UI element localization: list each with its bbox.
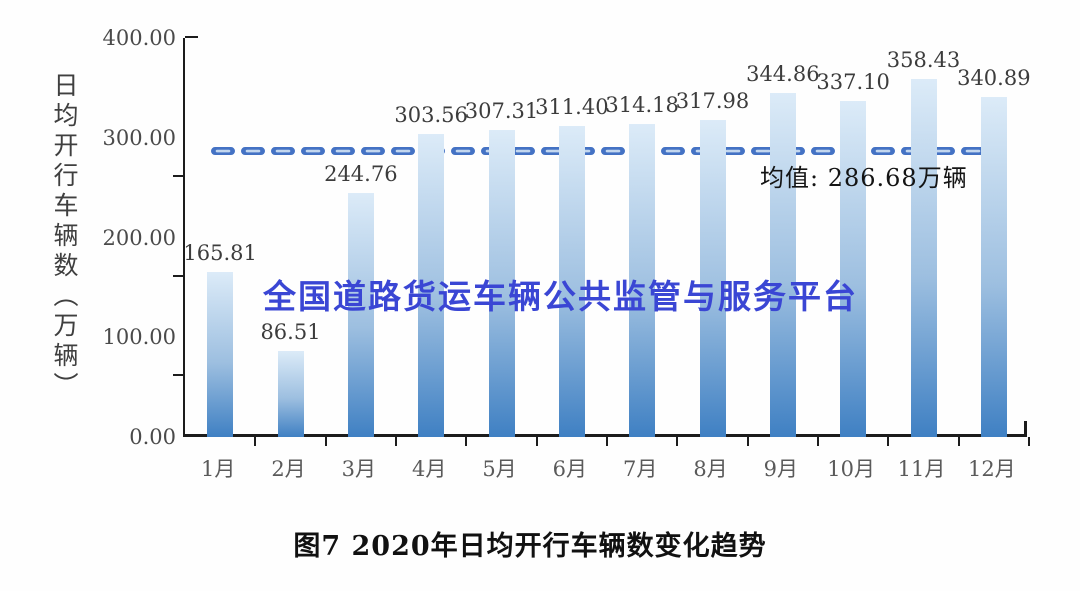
plot-area: 165.81 86.51 244.76 303.56 307.31 311.40 314.1… bbox=[173, 36, 1031, 446]
x-tick-label-11月: 11月 bbox=[897, 457, 946, 481]
x-tick-label-8月: 8月 bbox=[693, 457, 728, 481]
month-labels: 1月 2月 3月 4月 5月 6月 7月 8月 9月 10月 11月 12月 bbox=[183, 453, 1027, 483]
bar-value-label: 303.56 bbox=[394, 103, 468, 128]
average-line-label: 均值: 286.68万辆 bbox=[760, 164, 968, 192]
y-tick-label-200: 200.00 bbox=[102, 225, 176, 250]
bar-value-label: 311.40 bbox=[535, 95, 609, 120]
bar-value-label: 307.31 bbox=[464, 99, 539, 124]
x-tick-mark bbox=[887, 437, 890, 446]
bar-3月 bbox=[347, 192, 374, 437]
x-tick-mark bbox=[817, 437, 819, 446]
bar-6月 bbox=[558, 126, 585, 437]
x-tick-mark bbox=[676, 437, 679, 446]
bar-1月 bbox=[207, 271, 234, 437]
bar-value-label: 244.76 bbox=[324, 161, 398, 186]
bars-layer: 165.81 86.51 244.76 303.56 307.31 311.40 314.1… bbox=[183, 38, 1031, 437]
x-tick-mark bbox=[1028, 437, 1030, 446]
x-tick-label-3月: 3月 bbox=[341, 457, 377, 481]
x-tick-label-2月: 2月 bbox=[271, 457, 306, 481]
y-axis-title: 日均开行车辆数（万辆） bbox=[50, 72, 79, 402]
bar-value-label: 314.18 bbox=[605, 92, 679, 117]
y-tick-label-0: 0.00 bbox=[129, 425, 176, 449]
x-tick-label-7月: 7月 bbox=[622, 457, 658, 481]
x-tick-mark bbox=[957, 437, 960, 446]
y-tick-mark-200 bbox=[173, 274, 185, 277]
x-tick-label-6月: 6月 bbox=[552, 457, 588, 481]
x-tick-label-12月: 12月 bbox=[967, 457, 1016, 481]
watermark-text: 全国道路货运车辆公共监管与服务平台 bbox=[263, 278, 858, 315]
x-tick-label-5月: 5月 bbox=[482, 457, 517, 481]
x-tick-mark bbox=[606, 437, 608, 446]
x-tick-mark bbox=[746, 437, 749, 446]
x-tick-label-4月: 4月 bbox=[411, 457, 447, 481]
x-axis-end-tick bbox=[1024, 421, 1027, 434]
bar-9月 bbox=[769, 93, 796, 437]
y-tick-mark-400 bbox=[185, 36, 198, 38]
bar-value-label: 340.89 bbox=[957, 65, 1031, 90]
y-tick-mark-300 bbox=[173, 174, 185, 177]
bar-value-label: 358.43 bbox=[886, 48, 961, 73]
bar-value-label: 165.81 bbox=[183, 240, 257, 265]
bar-12月 bbox=[980, 96, 1007, 437]
x-tick-mark bbox=[254, 437, 257, 446]
y-tick-label-100: 100.00 bbox=[102, 325, 176, 350]
bar-value-label: 86.51 bbox=[260, 319, 321, 344]
bar-7月 bbox=[629, 123, 656, 437]
x-tick-mark bbox=[395, 437, 397, 446]
bar-value-label: 337.10 bbox=[816, 69, 890, 94]
bar-value-label: 317.98 bbox=[675, 88, 750, 113]
x-tick-label-1月: 1月 bbox=[200, 457, 236, 481]
bar-8月 bbox=[699, 119, 726, 437]
bar-4月 bbox=[418, 134, 445, 437]
bar-11月 bbox=[910, 79, 937, 437]
x-tick-label-10月: 10月 bbox=[827, 457, 876, 481]
bar-5月 bbox=[488, 130, 515, 437]
y-tick-mark-100 bbox=[173, 374, 185, 377]
y-tick-label-400: 400.00 bbox=[102, 26, 176, 50]
bar-2月 bbox=[277, 350, 304, 437]
figure-caption: 图7 2020年日均开行车辆数变化趋势 bbox=[293, 531, 767, 562]
y-tick-label-300: 300.00 bbox=[102, 125, 176, 150]
x-tick-label-9月: 9月 bbox=[763, 457, 799, 481]
bar-value-label: 344.86 bbox=[746, 62, 820, 87]
x-tick-mark bbox=[535, 437, 538, 446]
x-tick-mark bbox=[324, 437, 327, 446]
bar-10月 bbox=[840, 100, 867, 437]
x-tick-mark bbox=[465, 437, 468, 446]
